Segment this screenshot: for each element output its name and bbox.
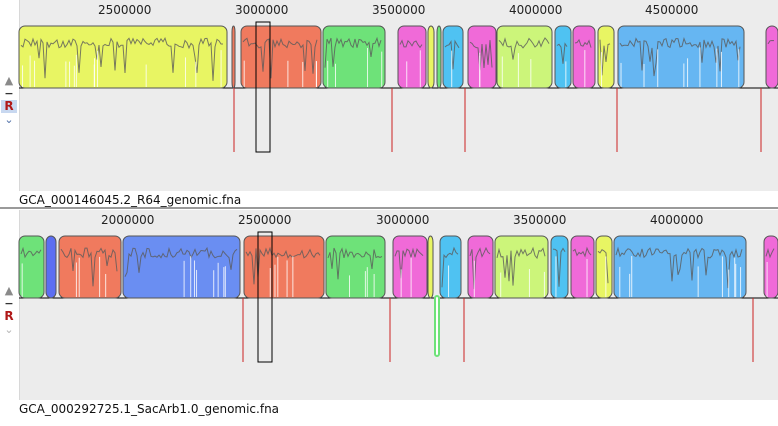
- reverse-complement-button[interactable]: R: [4, 309, 14, 323]
- lcb-block[interactable]: [122, 235, 241, 299]
- lcb-block[interactable]: [765, 25, 778, 89]
- genome-name-label: GCA_000146045.2_R64_genomic.fna: [19, 193, 242, 207]
- panel-controls: ▲ − R ⌄: [1, 74, 17, 126]
- lcb-block[interactable]: [570, 235, 595, 299]
- lcb-block[interactable]: [322, 25, 386, 89]
- ruler-tick-label: 3000000: [235, 3, 289, 17]
- ruler-tick-label: 3500000: [513, 213, 567, 227]
- lcb-block[interactable]: [18, 25, 228, 89]
- lcb-block[interactable]: [436, 25, 442, 89]
- lcb-block[interactable]: [467, 235, 494, 299]
- panel-controls: ▲ − R ⌄: [1, 284, 17, 336]
- lcb-block[interactable]: [595, 235, 613, 299]
- lcb-block[interactable]: [496, 25, 553, 89]
- ruler-tick-label: 3000000: [376, 213, 430, 227]
- ruler-tick-label: 2500000: [238, 213, 292, 227]
- lcb-block[interactable]: [427, 25, 435, 89]
- inverted-lcb-block[interactable]: [434, 295, 440, 357]
- lcb-block[interactable]: [45, 235, 57, 299]
- genome-panel-2[interactable]: ▲ − R ⌄ 2000000 2500000 3000000 3500000 4000…: [0, 210, 778, 426]
- lcb-block[interactable]: [763, 235, 778, 299]
- ruler-tick-label: 2000000: [101, 213, 155, 227]
- genome-label-bar: GCA_000146045.2_R64_genomic.fna: [0, 191, 778, 210]
- coordinate-ruler: 2000000 2500000 3000000 3500000 4000000: [19, 210, 778, 230]
- lcb-block[interactable]: [439, 235, 462, 299]
- ruler-tick-label: 4500000: [645, 3, 699, 17]
- lcb-track-svg[interactable]: [0, 210, 778, 400]
- move-down-icon[interactable]: ⌄: [4, 113, 14, 126]
- collapse-button[interactable]: −: [4, 297, 14, 310]
- lcb-block[interactable]: [427, 235, 434, 299]
- reverse-complement-button[interactable]: R: [1, 100, 17, 113]
- ruler-tick-label: 3500000: [372, 3, 426, 17]
- panel-divider[interactable]: [0, 207, 778, 209]
- lcb-block[interactable]: [613, 235, 747, 299]
- lcb-track-svg[interactable]: [0, 0, 778, 191]
- lcb-block[interactable]: [325, 235, 386, 299]
- lcb-block[interactable]: [392, 235, 428, 299]
- genome-label-bar: GCA_000292725.1_SacArb1.0_genomic.fna: [0, 400, 778, 426]
- genome-panel-1[interactable]: ▲ − R ⌄ 2500000 3000000 3500000 4000000 4500…: [0, 0, 778, 210]
- cursor-highlight-box: [257, 231, 273, 363]
- lcb-block[interactable]: [58, 235, 122, 299]
- lcb-block[interactable]: [467, 25, 497, 89]
- genome-name-label: GCA_000292725.1_SacArb1.0_genomic.fna: [19, 402, 280, 416]
- coordinate-ruler: 2500000 3000000 3500000 4000000 4500000: [19, 0, 778, 20]
- lcb-block[interactable]: [243, 235, 325, 299]
- move-up-icon[interactable]: ▲: [4, 284, 14, 297]
- panel-controls-gutter: [0, 210, 20, 426]
- lcb-block[interactable]: [494, 235, 549, 299]
- lcb-block[interactable]: [18, 235, 45, 299]
- collapse-button[interactable]: −: [4, 87, 14, 100]
- lcb-block[interactable]: [550, 235, 569, 299]
- cursor-highlight-box: [255, 21, 271, 153]
- lcb-block[interactable]: [240, 25, 322, 89]
- lcb-block[interactable]: [231, 25, 236, 89]
- lcb-block[interactable]: [397, 25, 427, 89]
- move-down-icon[interactable]: ⌄: [4, 323, 14, 336]
- lcb-block[interactable]: [597, 25, 615, 89]
- ruler-tick-label: 4000000: [650, 213, 704, 227]
- lcb-block[interactable]: [617, 25, 745, 89]
- lcb-block[interactable]: [442, 25, 464, 89]
- ruler-tick-label: 2500000: [98, 3, 152, 17]
- move-up-icon[interactable]: ▲: [4, 74, 14, 87]
- lcb-block[interactable]: [572, 25, 596, 89]
- ruler-tick-label: 4000000: [509, 3, 563, 17]
- lcb-block[interactable]: [554, 25, 572, 89]
